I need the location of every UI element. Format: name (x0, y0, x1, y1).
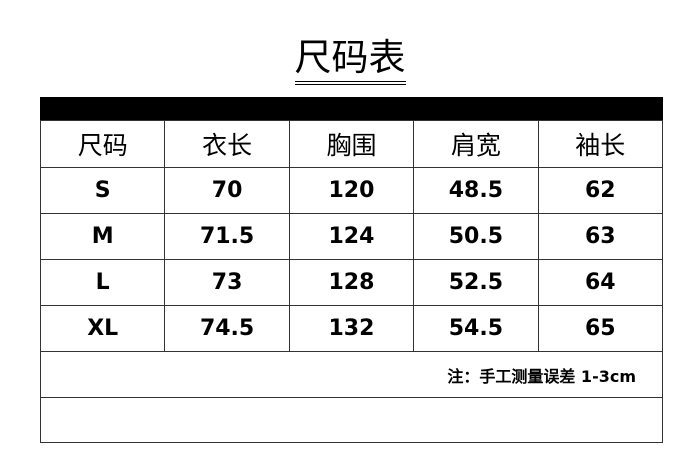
table-row: M 71.5 124 50.5 63 (39, 213, 664, 260)
cell: 62 (537, 167, 664, 214)
header-cell: 胸围 (288, 120, 415, 168)
note-row: 注：手工测量误差 1-3cm (40, 351, 663, 398)
title-text: 尺码表 (294, 36, 406, 85)
cell: 124 (288, 213, 415, 260)
header-cell: 衣长 (164, 120, 290, 168)
cell: 120 (288, 167, 415, 214)
cell: 65 (537, 305, 664, 352)
cell: S (39, 167, 166, 214)
cell: 63 (537, 213, 664, 260)
header-cell: 肩宽 (413, 120, 539, 168)
empty-cell (40, 397, 663, 443)
page-title: 尺码表 (0, 36, 700, 85)
table-header-row: 尺码 衣长 胸围 肩宽 袖长 (39, 120, 664, 168)
table-row: S 70 120 48.5 62 (39, 167, 664, 214)
cell: 50.5 (413, 213, 539, 260)
header-cell: 袖长 (537, 120, 664, 168)
cell: 128 (288, 259, 415, 306)
cell: 54.5 (413, 305, 539, 352)
cell: 73 (164, 259, 290, 306)
empty-row (40, 397, 663, 443)
cell: L (39, 259, 166, 306)
note-text: 注：手工测量误差 1-3cm (40, 351, 663, 398)
cell: 64 (537, 259, 664, 306)
cell: 70 (164, 167, 290, 214)
header-bar (40, 97, 663, 121)
cell: XL (39, 305, 166, 352)
cell: 71.5 (164, 213, 290, 260)
cell: M (39, 213, 166, 260)
cell: 52.5 (413, 259, 539, 306)
table-row: XL 74.5 132 54.5 65 (39, 305, 664, 352)
cell: 132 (288, 305, 415, 352)
cell: 48.5 (413, 167, 539, 214)
header-cell: 尺码 (39, 120, 166, 168)
size-table: 尺码 衣长 胸围 肩宽 袖长 S 70 120 48.5 62 M 71.5 1… (39, 120, 664, 443)
table-row: L 73 128 52.5 64 (39, 259, 664, 306)
cell: 74.5 (164, 305, 290, 352)
